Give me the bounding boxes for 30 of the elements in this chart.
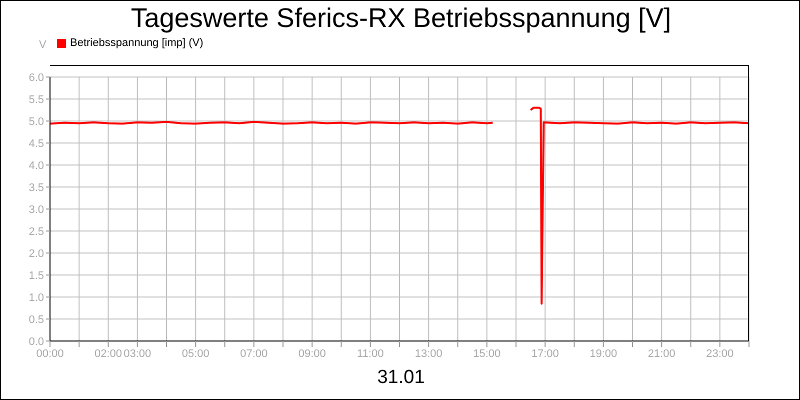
y-tick-label: 0.0: [28, 336, 44, 348]
x-tick-label: 13:00: [414, 348, 442, 360]
y-tick-label: 5.0: [28, 116, 44, 128]
y-axis-title: V: [39, 39, 46, 51]
y-tick-label: 4.5: [28, 138, 44, 150]
legend-label: Betriebsspannung [imp] (V): [70, 37, 204, 49]
x-tick-label: 19:00: [590, 348, 618, 360]
x-tick-label: 02:00: [94, 348, 122, 360]
y-tick-label: 5.5: [28, 94, 44, 106]
x-tick-label: 07:00: [240, 348, 268, 360]
x-tick-label: 11:00: [357, 348, 384, 360]
x-tick-label: 21:00: [648, 348, 676, 360]
y-tick-label: 1.0: [28, 292, 44, 304]
x-tick-label: 00:00: [36, 348, 64, 360]
y-tick-label: 6.0: [28, 72, 44, 84]
x-tick-label: 15:00: [473, 348, 501, 360]
x-tick-label: 17:00: [531, 348, 559, 360]
y-tick-label: 3.0: [28, 204, 44, 216]
y-tick-label: 2.0: [28, 248, 44, 260]
y-tick-label: 3.5: [28, 182, 44, 194]
x-tick-label: 09:00: [298, 348, 326, 360]
y-tick-label: 2.5: [28, 226, 44, 238]
x-axis-title: 31.01: [376, 367, 426, 389]
x-tick-label: 05:00: [182, 348, 210, 360]
y-tick-label: 1.5: [28, 270, 44, 282]
y-tick-label: 4.0: [28, 160, 44, 172]
y-tick-label: 0.5: [28, 314, 44, 326]
x-tick-label: 23:00: [706, 348, 734, 360]
x-tick-label: 03:00: [124, 348, 152, 360]
chart-title: Tageswerte Sferics-RX Betriebsspannung [V]: [130, 3, 672, 34]
